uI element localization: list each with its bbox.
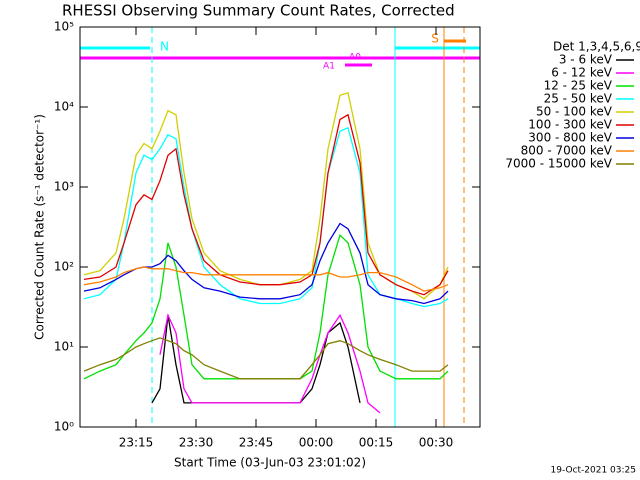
plot-frame <box>79 26 481 428</box>
legend-label: 3 - 6 keV <box>559 53 613 67</box>
legend-label: 12 - 25 keV <box>544 79 613 93</box>
y-tick-label: 10¹ <box>54 340 74 354</box>
annotations: N A0 A1 S <box>80 27 480 427</box>
series-line <box>159 313 381 414</box>
legend-label: 100 - 300 keV <box>528 118 612 132</box>
legend-label: 6 - 12 keV <box>551 66 613 80</box>
y-tick-label: 10⁰ <box>54 420 74 434</box>
annotation: A1 <box>323 62 335 72</box>
y-tick-label: 10⁵ <box>54 20 74 34</box>
x-tick-label: 00:00 <box>299 436 334 450</box>
annotation: N <box>160 40 169 54</box>
series-line <box>83 113 449 296</box>
series-line <box>83 266 449 292</box>
x-tick-label: 23:15 <box>119 436 154 450</box>
legend-label: 7000 - 15000 keV <box>505 157 612 171</box>
chart-title: RHESSI Observing Summary Count Rates, Co… <box>62 2 455 20</box>
x-tick-label: 23:30 <box>179 436 214 450</box>
x-tick-label: 00:30 <box>419 436 454 450</box>
y-tick-label: 10³ <box>54 180 74 194</box>
x-tick-label: 23:45 <box>239 436 274 450</box>
annotation: S <box>431 32 439 46</box>
y-axis-label: Corrected Count Rate (s⁻¹ detector⁻¹) <box>33 114 47 340</box>
annotation: A0 <box>349 53 361 63</box>
legend-label: 800 - 7000 keV <box>521 144 613 158</box>
series-line <box>83 337 449 380</box>
footer: 19-Oct-2021 03:25 <box>551 466 636 476</box>
y-tick-label: 10² <box>54 260 74 274</box>
legend-label: 300 - 800 keV <box>528 131 612 145</box>
y-tick-label: 10⁴ <box>54 100 74 114</box>
x-tick-label: 00:15 <box>359 436 394 450</box>
legend-title: Det 1,3,4,5,6,9 <box>553 40 640 54</box>
legend-label: 50 - 100 keV <box>536 105 613 119</box>
x-axis-label: Start Time (03-Jun-03 23:01:02) <box>174 456 366 470</box>
legend-label: 25 - 50 keV <box>544 92 613 106</box>
